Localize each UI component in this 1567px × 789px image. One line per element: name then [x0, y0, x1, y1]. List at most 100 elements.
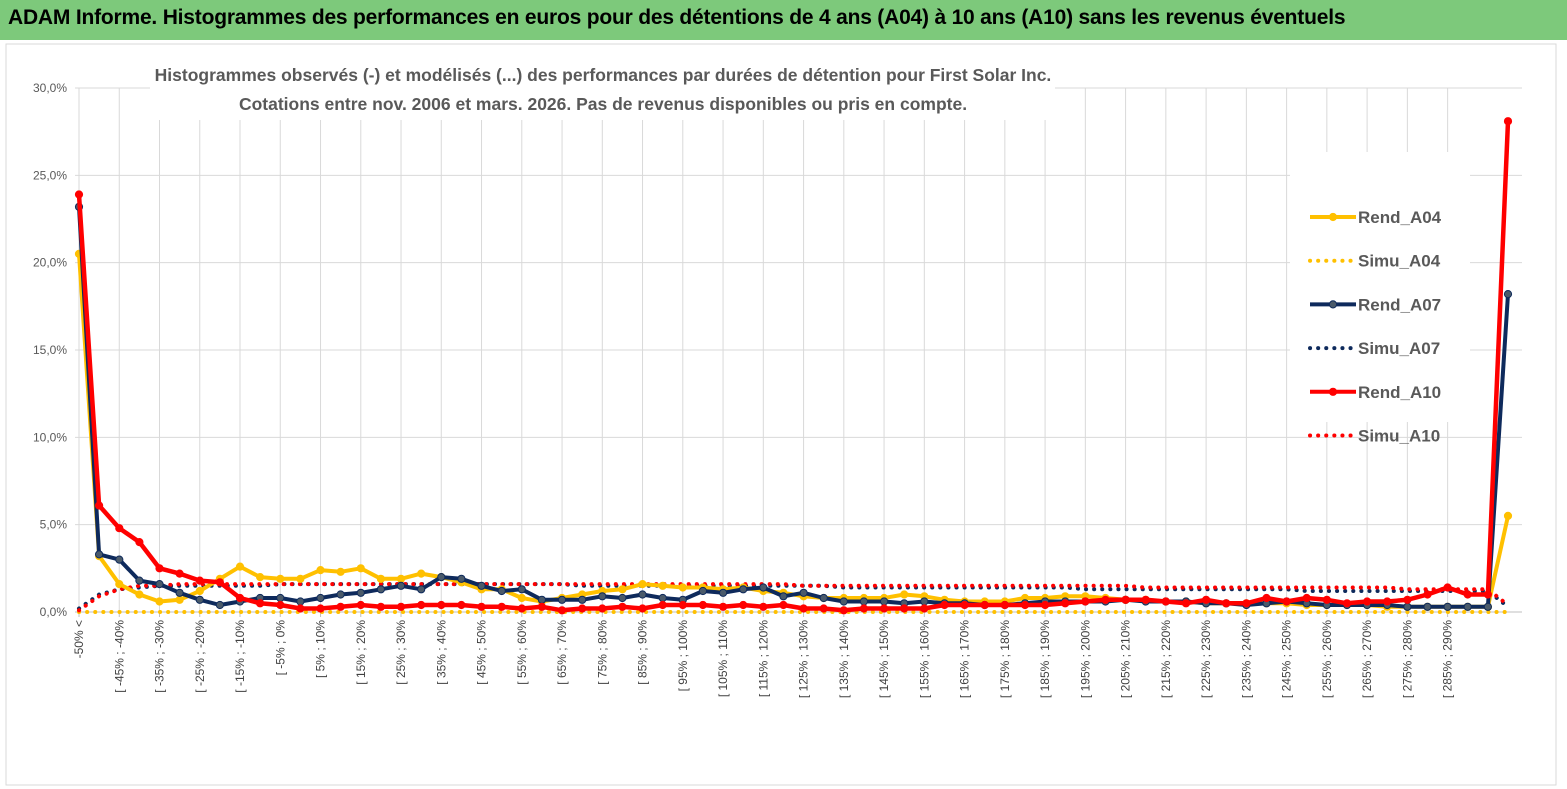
data-point-rend-a10 [980, 600, 989, 610]
data-point-rend-a07 [1503, 290, 1513, 299]
data-point-rend-a10 [940, 600, 949, 610]
x-tick-label: [ 165% ; 170% [958, 620, 972, 698]
y-tick-label: 30,0% [33, 81, 67, 95]
data-point-rend-a07 [517, 585, 526, 594]
x-tick-label: [ 255% ; 260% [1320, 620, 1334, 698]
data-point-rend-a07 [598, 592, 607, 601]
chart-title-line2: Cotations entre nov. 2006 et mars. 2026.… [239, 94, 967, 114]
data-point-rend-a07 [1423, 602, 1432, 611]
legend-background [1290, 152, 1470, 422]
data-point-rend-a10 [396, 602, 406, 611]
data-point-rend-a10 [719, 602, 728, 611]
data-point-rend-a10 [1020, 600, 1030, 610]
data-point-rend-a10 [537, 602, 547, 611]
x-tick-label: -50% < [72, 620, 86, 658]
x-tick-label: [ 145% ; 150% [877, 620, 891, 698]
y-tick-label: 5,0% [40, 518, 68, 532]
data-point-rend-a10 [1403, 595, 1412, 604]
legend-marker-rend-a07 [1328, 300, 1338, 309]
data-point-rend-a10 [1000, 600, 1009, 610]
x-tick-label: [ 45% ; 50% [475, 620, 489, 685]
data-point-rend-a04 [900, 590, 909, 599]
data-point-rend-a10 [1061, 599, 1070, 608]
data-point-rend-a07 [658, 593, 667, 603]
data-point-rend-a10 [95, 501, 104, 510]
data-point-rend-a10 [356, 600, 365, 610]
x-tick-label: [ 175% ; 180% [998, 620, 1012, 698]
series-line-simu-a10 [77, 582, 1510, 613]
y-tick-label: 0,0% [40, 605, 68, 619]
page-title: ADAM Informe. Histogrammes des performan… [8, 6, 1346, 29]
data-point-rend-a10 [1101, 595, 1110, 604]
x-tick-label: [ -15% ; -10% [233, 620, 247, 693]
data-point-rend-a10 [557, 606, 567, 615]
y-tick-label: 20,0% [33, 256, 67, 270]
data-point-rend-a07 [578, 595, 587, 604]
data-point-rend-a10 [1302, 593, 1311, 603]
legend-marker-rend-a04 [1328, 212, 1338, 222]
data-point-rend-a04 [356, 564, 365, 573]
data-point-rend-a10 [1363, 597, 1372, 606]
x-tick-label: [ 75% ; 80% [595, 620, 609, 685]
data-point-rend-a04 [618, 585, 627, 594]
data-point-rend-a10 [1463, 590, 1472, 599]
data-point-rend-a04 [316, 566, 325, 575]
data-point-rend-a10 [336, 602, 345, 611]
data-point-rend-a10 [900, 604, 909, 613]
data-point-rend-a07 [719, 588, 728, 597]
x-tick-label: [ 215% ; 220% [1159, 620, 1173, 698]
x-tick-label: [ 5% ; 10% [314, 620, 328, 678]
x-tick-label: [ 115% ; 120% [756, 620, 770, 697]
data-point-rend-a10 [799, 604, 808, 613]
x-tick-label: [ 155% ; 160% [917, 620, 931, 698]
data-point-rend-a10 [1282, 597, 1291, 606]
data-point-rend-a10 [74, 190, 84, 199]
data-point-rend-a10 [437, 600, 446, 610]
data-point-rend-a04 [336, 567, 345, 576]
data-point-rend-a10 [235, 593, 245, 603]
data-point-rend-a10 [1443, 583, 1452, 592]
data-point-rend-a07 [839, 597, 848, 606]
data-point-rend-a10 [1081, 597, 1090, 606]
data-point-rend-a07 [396, 581, 406, 590]
data-point-rend-a07 [356, 588, 365, 597]
data-point-rend-a10 [1161, 597, 1170, 606]
x-tick-label: [ -5% ; 0% [273, 620, 287, 676]
x-tick-label: [ 15% ; 20% [354, 620, 368, 685]
data-point-rend-a04 [155, 597, 164, 606]
data-point-rend-a10 [578, 604, 587, 613]
x-tick-label: [ 235% ; 240% [1239, 620, 1253, 698]
data-point-rend-a04 [396, 574, 406, 583]
series-group [74, 117, 1513, 615]
data-point-rend-a04 [1503, 511, 1513, 520]
data-point-rend-a10 [739, 600, 748, 610]
data-point-rend-a04 [195, 586, 204, 596]
x-tick-label: [ 105% ; 110% [716, 620, 730, 697]
x-tick-label: [ 225% ; 230% [1199, 620, 1213, 698]
chart-title-background [150, 54, 1055, 120]
data-point-rend-a07 [779, 592, 788, 601]
data-point-rend-a10 [296, 604, 305, 613]
data-point-rend-a04 [135, 590, 144, 599]
x-tick-label: [ -45% ; -40% [112, 620, 126, 693]
data-point-rend-a04 [376, 574, 385, 583]
data-point-rend-a07 [215, 600, 224, 610]
data-point-rend-a07 [859, 597, 869, 606]
data-point-rend-a07 [739, 585, 748, 594]
data-point-rend-a07 [1463, 602, 1472, 611]
chart-area: 0,0% 5,0% 10,0% 15,0% 20,0% 25,0% 30,0% -50% <… [0, 40, 1567, 789]
data-point-rend-a07 [618, 593, 627, 603]
x-tick-label: [ 195% ; 200% [1078, 620, 1092, 698]
data-point-rend-a07 [95, 550, 104, 559]
data-point-rend-a10 [1423, 590, 1432, 599]
data-point-rend-a04 [235, 562, 245, 571]
data-point-rend-a10 [457, 600, 466, 610]
data-point-rend-a07 [115, 555, 124, 564]
data-point-rend-a04 [115, 580, 124, 589]
legend-label-rend-a07: Rend_A07 [1358, 295, 1441, 314]
data-point-rend-a10 [859, 604, 869, 613]
data-point-rend-a10 [920, 604, 929, 613]
data-point-rend-a07 [1443, 602, 1452, 611]
data-point-rend-a10 [618, 602, 627, 611]
data-point-rend-a10 [195, 576, 204, 585]
